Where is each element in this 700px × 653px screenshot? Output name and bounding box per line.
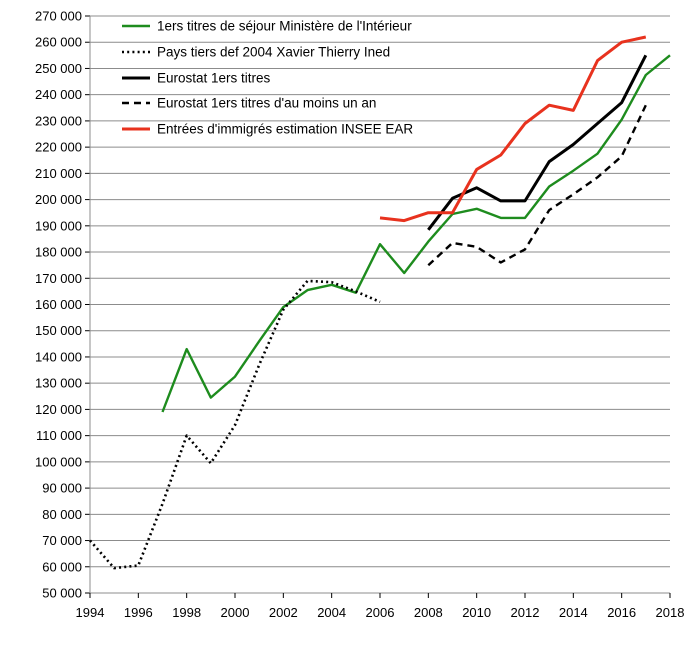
y-tick-label: 230 000 — [35, 113, 82, 128]
x-tick-label: 2006 — [366, 605, 395, 620]
x-tick-label: 2002 — [269, 605, 298, 620]
x-tick-label: 2016 — [607, 605, 636, 620]
x-tick-label: 2000 — [221, 605, 250, 620]
y-tick-label: 70 000 — [42, 533, 82, 548]
y-tick-label: 100 000 — [35, 454, 82, 469]
y-tick-label: 200 000 — [35, 192, 82, 207]
y-tick-label: 90 000 — [42, 481, 82, 496]
y-tick-label: 250 000 — [35, 61, 82, 76]
x-tick-label: 2014 — [559, 605, 588, 620]
y-tick-label: 260 000 — [35, 35, 82, 50]
series-line-5 — [379, 35, 647, 223]
y-tick-label: 160 000 — [35, 297, 82, 312]
legend-entry-5: Entrées d'immigrés estimation INSEE EAR — [157, 122, 413, 137]
y-tick-label: 140 000 — [35, 349, 82, 364]
legend-entry-1: 1ers titres de séjour Ministère de l'Int… — [157, 19, 412, 34]
series-line-1 — [161, 54, 671, 413]
series-line-2 — [89, 279, 381, 570]
legend: 1ers titres de séjour Ministère de l'Int… — [122, 19, 413, 137]
y-tick-label: 120 000 — [35, 402, 82, 417]
x-tick-label: 2008 — [414, 605, 443, 620]
y-tick-label: 210 000 — [35, 166, 82, 181]
series-lines — [89, 35, 671, 570]
y-tick-label: 110 000 — [36, 428, 82, 443]
x-tick-label: 2012 — [511, 605, 540, 620]
y-tick-label: 240 000 — [35, 87, 82, 102]
legend-entry-3: Eurostat 1ers titres — [157, 71, 271, 86]
y-tick-label: 80 000 — [42, 507, 82, 522]
y-tick-label: 150 000 — [35, 323, 82, 338]
y-tick-label: 270 000 — [35, 9, 82, 24]
y-tick-label: 60 000 — [42, 559, 82, 574]
y-tick-label: 190 000 — [35, 218, 82, 233]
gridlines — [90, 15, 670, 568]
x-tick-label: 1996 — [124, 605, 153, 620]
y-tick-label: 130 000 — [35, 376, 82, 391]
y-tick-label: 50 000 — [42, 586, 82, 601]
y-tick-label: 170 000 — [35, 271, 82, 286]
legend-entry-2: Pays tiers def 2004 Xavier Thierry Ined — [157, 45, 390, 60]
x-tick-label: 1998 — [172, 605, 201, 620]
x-tick-label: 2010 — [462, 605, 491, 620]
x-tick-label: 2018 — [656, 605, 685, 620]
x-tick-label: 1994 — [76, 605, 105, 620]
series-line-4 — [427, 104, 647, 267]
y-tick-label: 180 000 — [35, 245, 82, 260]
legend-entry-4: Eurostat 1ers titres d'au moins un an — [157, 96, 376, 111]
axes: 50 000 60 000 70 000 80 000 90 000 100 000 110… — [35, 9, 684, 621]
y-tick-label: 220 000 — [35, 140, 82, 155]
x-tick-label: 2004 — [317, 605, 346, 620]
